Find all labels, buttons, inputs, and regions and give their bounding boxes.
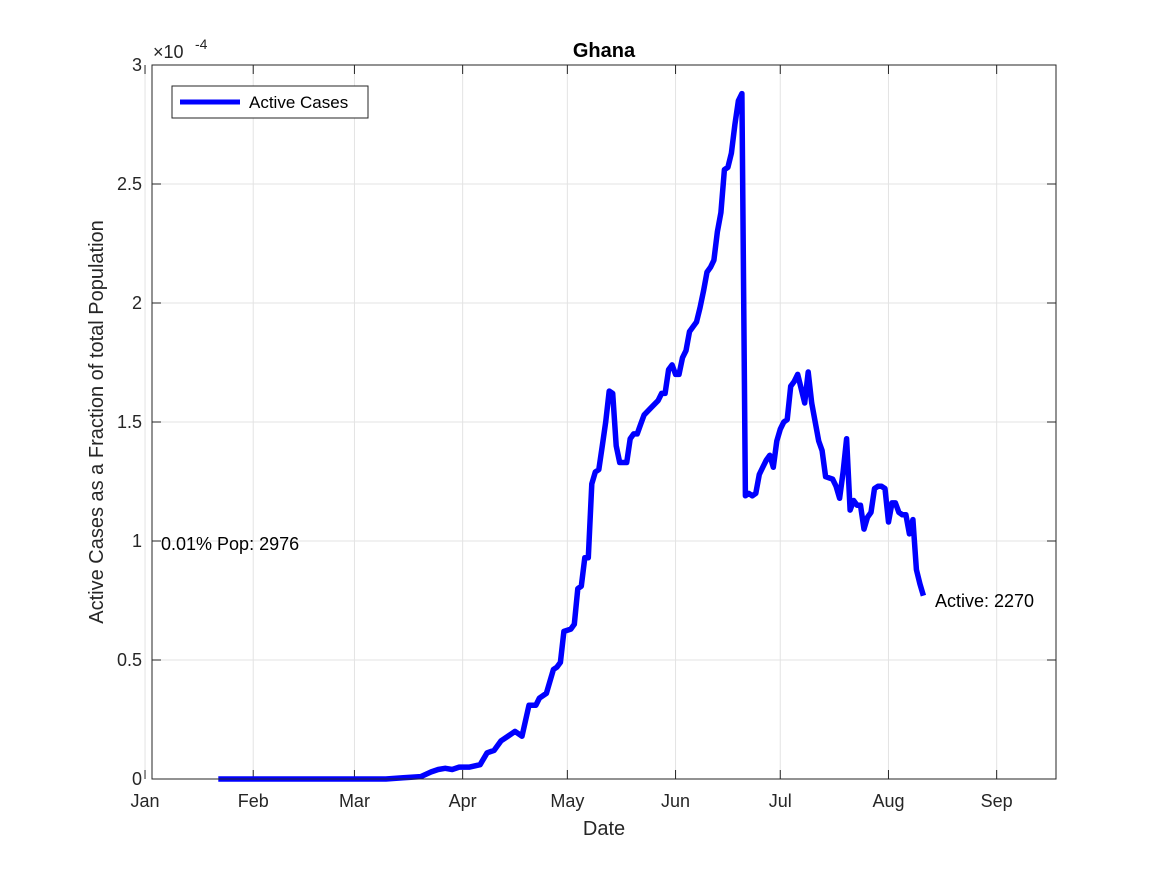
population-annotation: 0.01% Pop: 2976 [161, 534, 299, 554]
x-tick-label: Jun [661, 791, 690, 811]
annotations: 0.01% Pop: 2976 Active: 2270 [161, 534, 1034, 611]
x-tick-label: Aug [872, 791, 904, 811]
x-tick-label: Jul [769, 791, 792, 811]
y-exponent-base: ×10 [153, 42, 184, 62]
series-layer [218, 90, 927, 782]
legend[interactable]: Active Cases [171, 85, 369, 119]
x-tick-label: Mar [339, 791, 370, 811]
y-tick-label: 2.5 [117, 174, 142, 194]
y-tick-label: 1.5 [117, 412, 142, 432]
y-tick-label: 0 [132, 769, 142, 789]
axis-ticks: Jan Feb Mar Apr May Jun Jul Aug Sep 0 0.5 1 1.5 2 2.5 3 [117, 55, 1056, 811]
y-axis-title: Active Cases as a Fraction of total Popu… [86, 220, 108, 624]
x-tick-label: May [550, 791, 584, 811]
x-tick-label: Jan [131, 791, 160, 811]
y-exponent-power: -4 [195, 36, 208, 52]
y-tick-label: 2 [132, 293, 142, 313]
axes-box [151, 64, 1057, 780]
y-exponent: ×10 -4 [153, 36, 208, 62]
y-tick-label: 3 [132, 55, 142, 75]
series-line-active-cases [218, 90, 927, 782]
chart-title: Ghana [573, 40, 636, 62]
y-tick-label: 0.5 [117, 650, 142, 670]
x-tick-label: Apr [449, 791, 477, 811]
x-tick-label: Sep [981, 791, 1013, 811]
y-tick-label: 1 [132, 531, 142, 551]
legend-box [171, 85, 369, 119]
x-axis-title: Date [583, 818, 625, 840]
legend-label: Active Cases [249, 93, 348, 112]
x-tick-label: Feb [238, 791, 269, 811]
active-annotation: Active: 2270 [935, 591, 1034, 611]
